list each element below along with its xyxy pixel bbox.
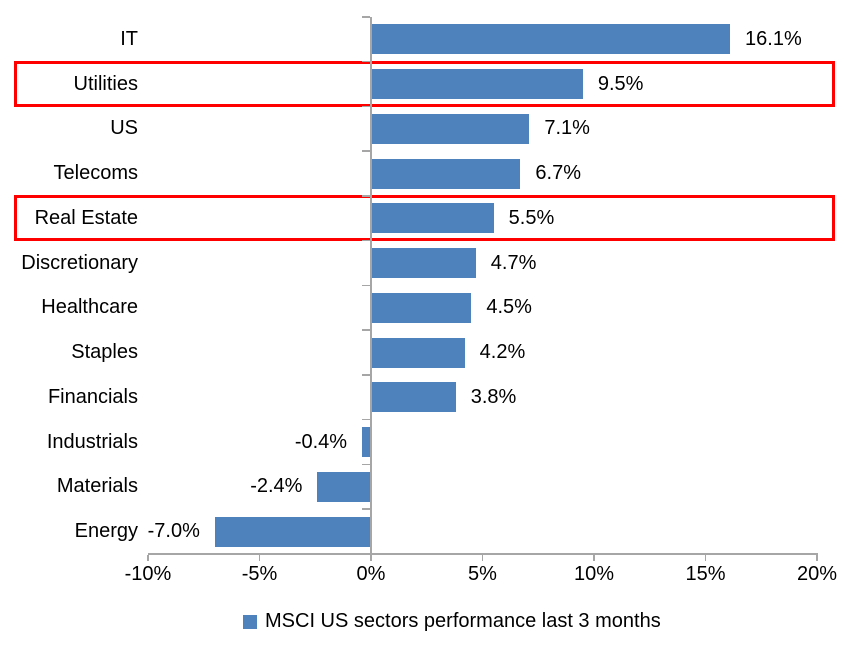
category-label: Staples <box>71 341 138 364</box>
x-tick <box>704 555 706 561</box>
bar-value-label: 6.7% <box>535 162 581 185</box>
bar <box>371 69 583 100</box>
legend-swatch-icon <box>243 614 257 629</box>
bar <box>362 427 371 458</box>
category-label: Industrials <box>46 430 138 453</box>
category-label: Discretionary <box>21 251 138 274</box>
x-tick <box>816 555 818 561</box>
category-label: Utilities <box>73 72 138 95</box>
bar <box>371 292 472 323</box>
bar <box>317 471 371 502</box>
x-tick-label: 5% <box>468 562 497 585</box>
bar <box>214 516 371 547</box>
x-tick <box>258 555 260 561</box>
highlight-box-real-estate <box>14 195 835 242</box>
x-axis-line <box>148 553 818 555</box>
category-label: Healthcare <box>41 296 138 319</box>
category-tick <box>362 284 370 286</box>
category-tick <box>362 105 370 107</box>
bar-value-label: 16.1% <box>745 27 802 50</box>
category-label: Financials <box>47 385 138 408</box>
x-tick-label: 20% <box>796 562 838 585</box>
category-tick <box>362 195 370 197</box>
bar-value-label: 4.2% <box>479 341 526 364</box>
legend-label: MSCI US sectors performance last 3 month… <box>265 610 661 632</box>
x-tick-label: 0% <box>356 562 386 585</box>
bar <box>371 337 465 368</box>
category-tick <box>362 16 370 18</box>
bar <box>371 24 731 55</box>
category-tick <box>362 60 370 63</box>
category-tick <box>362 239 370 242</box>
x-tick-label: 10% <box>573 562 615 585</box>
x-tick <box>147 555 149 561</box>
bar-value-label: 7.1% <box>544 117 590 140</box>
x-tick-label: -5% <box>241 562 278 585</box>
bar <box>371 113 530 144</box>
bar-value-label: -0.4% <box>294 430 348 453</box>
bar-value-label: 4.7% <box>490 251 537 274</box>
x-tick-label: -10% <box>124 562 172 585</box>
bar <box>371 382 456 413</box>
category-label: Energy <box>74 520 138 543</box>
x-tick <box>481 555 483 561</box>
category-label: Real Estate <box>34 206 138 229</box>
bar-value-label: -7.0% <box>147 520 200 543</box>
category-label: Telecoms <box>53 162 138 185</box>
highlight-box-utilities <box>14 60 835 107</box>
bar-value-label: -2.4% <box>250 475 303 498</box>
y-axis-line <box>370 17 372 554</box>
category-label: IT <box>120 27 138 50</box>
category-tick <box>362 329 370 331</box>
category-tick <box>362 463 370 465</box>
bar-value-label: 5.5% <box>508 206 555 229</box>
bar <box>371 203 494 234</box>
category-tick <box>362 374 370 376</box>
category-tick <box>362 150 370 152</box>
bar <box>371 158 521 189</box>
x-tick-label: 15% <box>685 562 726 585</box>
category-label: Materials <box>56 475 138 498</box>
x-tick <box>593 555 595 561</box>
bar-value-label: 9.5% <box>597 72 644 95</box>
bar-value-label: 4.5% <box>486 296 532 319</box>
bar <box>371 248 476 279</box>
category-tick <box>362 418 370 421</box>
category-label: US <box>110 117 138 140</box>
category-tick <box>362 508 370 510</box>
x-tick <box>370 555 372 561</box>
legend: MSCI US sectors performance last 3 month… <box>243 610 661 633</box>
bar-value-label: 3.8% <box>470 385 517 408</box>
